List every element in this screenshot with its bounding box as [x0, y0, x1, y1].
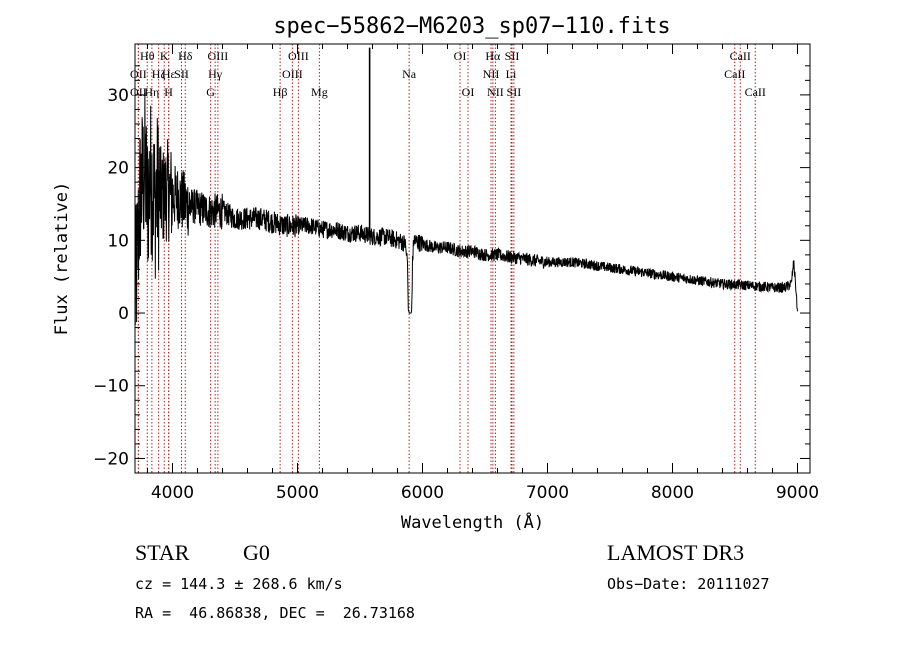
line-label-22: NII [487, 85, 504, 99]
plot-frame [134, 43, 811, 474]
x-tick-label-5: 9000 [776, 483, 819, 503]
line-label-20: NII [483, 67, 500, 81]
line-label-18: OI [454, 49, 467, 63]
line-label-9: Hδ [178, 49, 193, 63]
x-axis-label: Wavelength (Å) [401, 511, 544, 533]
object-subclass: G0 [243, 540, 270, 565]
line-label-25: Li [506, 67, 517, 81]
line-label-13: Hβ [273, 85, 288, 99]
line-label-3: Hη [144, 85, 159, 99]
line-label-11: Hγ [208, 67, 223, 81]
x-tick-label-1: 5000 [276, 483, 319, 503]
observation-date: Obs−Date: 20111027 [607, 575, 770, 593]
line-label-12: G [206, 85, 215, 99]
y-axis-label: Flux (relative) [52, 182, 72, 336]
redshift-velocity: cz = 144.3 ± 268.6 km/s [135, 575, 343, 593]
line-label-23: SII [505, 49, 520, 63]
line-label-24: SII [507, 85, 522, 99]
object-class: STAR [135, 540, 190, 565]
coordinates: RA = 46.86838, DEC = 26.73168 [135, 604, 415, 622]
line-label-15: OIII [288, 49, 309, 63]
y-tick-label-5: −20 [93, 449, 129, 469]
line-label-4: Hζ [152, 67, 166, 81]
x-tick-label-4: 8000 [651, 483, 694, 503]
line-label-0: Hθ [140, 49, 155, 63]
line-label-10: OIII [208, 49, 229, 63]
line-label-16: Mg [311, 85, 328, 99]
line-label-28: CaII [745, 85, 766, 99]
x-tick-label-2: 6000 [401, 483, 444, 503]
x-tick-label-0: 4000 [151, 483, 194, 503]
y-tick-label-1: 20 [107, 159, 129, 179]
survey-name: LAMOST DR3 [607, 540, 745, 565]
line-label-26: CaII [724, 67, 745, 81]
x-tick-label-3: 7000 [526, 483, 569, 503]
line-label-19: OI [462, 85, 475, 99]
line-label-7: Hε [162, 67, 176, 81]
line-label-21: Hα [485, 49, 501, 63]
line-label-14: OIII [282, 67, 303, 81]
line-label-2: OII [130, 85, 147, 99]
spectrum-series [134, 47, 798, 325]
y-tick-label-0: 30 [107, 86, 129, 106]
spectrum-line [134, 92, 798, 325]
axis-ticks: 4000 5000 6000 7000 8000 9000 30 20 10 0 −10 −20 [93, 44, 819, 503]
line-label-27: CaII [730, 49, 751, 63]
y-tick-label-2: 10 [107, 231, 129, 251]
chart-title: spec−55862−M6203_sp07−110.fits [273, 14, 670, 39]
line-label-5: K [160, 49, 169, 63]
y-tick-label-3: 0 [118, 304, 129, 324]
line-label-1: OII [130, 67, 147, 81]
line-label-6: H [164, 85, 173, 99]
y-tick-label-4: −10 [93, 377, 129, 397]
line-label-17: Na [402, 67, 417, 81]
line-label-8: SII [174, 67, 189, 81]
